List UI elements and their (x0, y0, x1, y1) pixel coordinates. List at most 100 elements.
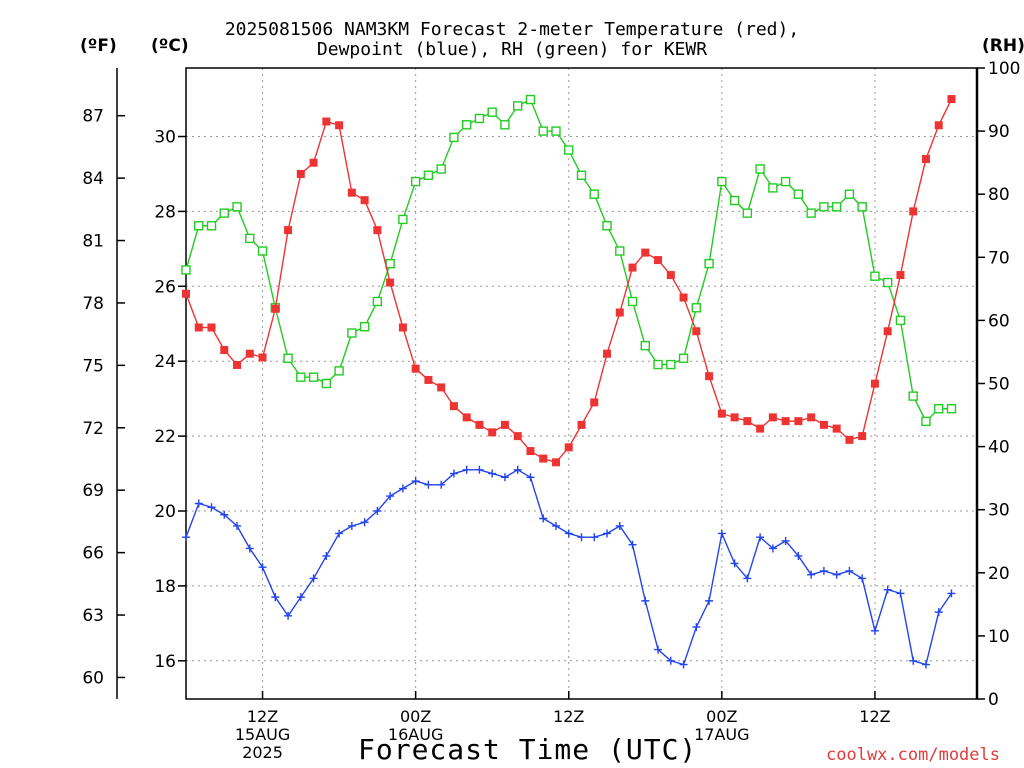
dewpoint-point (284, 611, 293, 620)
dewpoint-point (934, 608, 943, 617)
temperature-point (756, 424, 765, 433)
rh-point (844, 189, 855, 199)
temperature-point (360, 196, 369, 205)
temperature-point (258, 353, 267, 362)
rh-point (181, 265, 191, 275)
dewpoint-point (666, 656, 675, 665)
temperature-point (921, 154, 930, 163)
temperature-point (347, 188, 356, 197)
temperature-point (194, 323, 203, 332)
temperature-point (411, 364, 420, 373)
x-tick-label: 2025 (242, 743, 283, 762)
temperature-point (628, 263, 637, 272)
dewpoint-point (921, 660, 930, 669)
rh-point (232, 202, 242, 212)
rh-point (666, 359, 676, 370)
temperature-point (322, 117, 331, 126)
dewpoint-point (475, 465, 484, 474)
rh-point (921, 416, 931, 427)
temperature-point (603, 349, 612, 358)
temperature-point (819, 420, 828, 429)
rh-point (627, 296, 638, 307)
rh-point (806, 208, 816, 218)
rh-point (283, 353, 293, 363)
rh-point (742, 208, 753, 218)
rh-point (538, 126, 548, 136)
rh-point (717, 176, 727, 187)
rh-tick-label: 40 (988, 438, 1010, 458)
temperature-point (335, 121, 344, 130)
fahrenheit-tick-label: 69 (82, 481, 104, 501)
celsius-tick-label: 16 (154, 652, 176, 672)
dewpoint-point (781, 536, 790, 545)
dewpoint-point (858, 574, 867, 583)
x-tick-label: 16AUG (388, 725, 443, 744)
chart-title-line1: 2025081506 NAM3KM Forecast 2-meter Tempe… (224, 19, 800, 40)
temperature-point (870, 379, 879, 388)
dewpoint-point (692, 623, 701, 632)
temperature-point (284, 226, 293, 235)
rh-point (487, 107, 497, 117)
temperature-point (641, 248, 650, 257)
dewpoint-point (909, 656, 918, 665)
dewpoint-point (296, 593, 305, 602)
dewpoint-point (794, 551, 803, 560)
temperature-point (781, 417, 790, 426)
rh-point (385, 258, 395, 269)
fahrenheit-tick-label: 78 (82, 294, 104, 314)
dewpoint-point (526, 473, 535, 482)
dewpoint-point (819, 566, 828, 575)
dewpoint-point (411, 477, 420, 486)
rh-tick-label: 90 (988, 122, 1010, 142)
celsius-tick-label: 18 (154, 577, 176, 597)
temperature-point (500, 420, 509, 429)
rh-point (882, 277, 893, 288)
temperature-point (947, 95, 956, 104)
rh-point (206, 221, 217, 231)
rh-tick-label: 80 (988, 185, 1010, 205)
dewpoint-point (220, 510, 229, 519)
temperature-point (768, 413, 777, 422)
x-tick-label: 00Z (706, 707, 737, 726)
fahrenheit-tick-label: 60 (82, 668, 104, 688)
rh-point (347, 328, 357, 338)
dewpoint-point (462, 465, 471, 474)
rh-point (219, 208, 229, 218)
temperature-point (564, 443, 573, 452)
rh-point (793, 189, 804, 199)
temperature-point (705, 372, 714, 381)
dewpoint-point (564, 529, 573, 538)
temperature-point (539, 454, 548, 463)
temperature-point (832, 424, 841, 433)
temperature-point (909, 207, 918, 216)
celsius-tick-label: 30 (154, 128, 176, 148)
dewpoint-point (513, 465, 522, 474)
rh-point (615, 246, 625, 256)
fahrenheit-tick-label: 75 (82, 356, 104, 376)
temperature-point (807, 413, 816, 422)
rh-point (436, 164, 446, 174)
dewpoint-point (730, 559, 739, 568)
dewpoint-point (896, 589, 905, 598)
dewpoint-point (603, 529, 612, 538)
dewpoint-point (373, 507, 382, 515)
rh-tick-label: 20 (988, 564, 1010, 584)
rh-point (334, 366, 344, 376)
rh-point (398, 214, 408, 225)
dewpoint-point (207, 503, 216, 512)
rh-point (934, 404, 944, 414)
temperature-point (182, 289, 190, 298)
rh-point (576, 170, 587, 180)
rh-unit-label: (RH) (982, 36, 1024, 56)
temperature-point (309, 158, 318, 167)
temperature-point (883, 327, 892, 336)
rh-point (372, 296, 383, 307)
celsius-tick-label: 26 (154, 277, 176, 297)
dewpoint-point (705, 596, 714, 605)
dewpoint-point (182, 533, 190, 542)
celsius-tick-label: 24 (154, 352, 176, 372)
temperature-point (934, 121, 943, 130)
temperature-point (730, 413, 739, 422)
temperature-point (577, 420, 586, 429)
rh-point (551, 126, 561, 136)
